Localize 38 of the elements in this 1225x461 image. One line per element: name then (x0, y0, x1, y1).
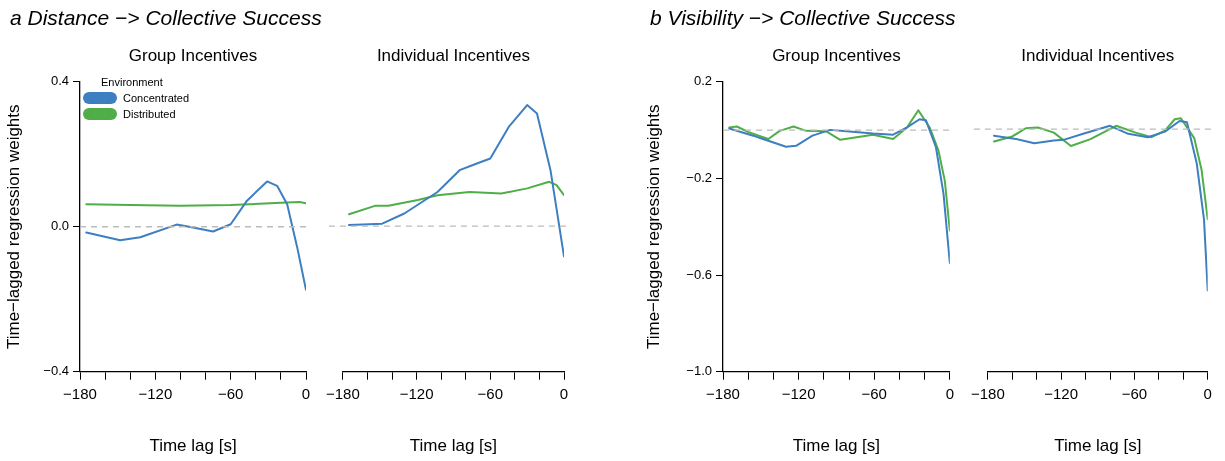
x-axis-title: Time lag [s] (792, 436, 881, 456)
y-tick-label: 0.0 (50, 218, 69, 234)
x-tick-label: 0 (559, 384, 569, 402)
y-tick-label: −1.0 (686, 363, 712, 379)
x-tick-label: −180 (706, 384, 740, 402)
y-tick-label: −0.6 (686, 266, 712, 282)
y-tick-label: −0.2 (686, 170, 712, 186)
chart-title: b Visibility −> Collective Success (650, 6, 956, 30)
x-tick-label: −60 (1121, 384, 1148, 402)
x-axis-title: Time lag [s] (149, 436, 237, 456)
legend-title: Environment (101, 75, 164, 88)
x-tick-label: −60 (477, 384, 504, 402)
y-axis-title: Time−lagged regression weights (643, 104, 663, 350)
x-tick-label: −120 (138, 384, 173, 402)
x-tick-label: −120 (1044, 384, 1079, 402)
y-tick-label: −0.4 (43, 363, 69, 379)
legend-label: Distributed (123, 107, 176, 120)
chart-subtitle: Group Incentives (128, 46, 258, 66)
x-tick-label: 0 (945, 384, 954, 402)
x-tick-label: −180 (325, 384, 360, 402)
x-tick-label: −120 (781, 384, 816, 402)
legend-label: Concentrated (123, 91, 190, 104)
x-tick-label: 0 (1203, 384, 1212, 402)
x-axis-title: Time lag [s] (409, 436, 498, 456)
y-tick-label: 0.4 (50, 73, 69, 89)
x-tick-label: −120 (399, 384, 434, 402)
x-tick-label: −60 (861, 384, 887, 402)
x-tick-label: −180 (63, 384, 97, 402)
chart-subtitle: Individual Incentives (376, 46, 530, 66)
chart-subtitle: Group Incentives (772, 46, 901, 66)
chart-title: a Distance −> Collective Success (10, 6, 322, 30)
x-axis-title: Time lag [s] (1054, 436, 1142, 456)
y-tick-label: 0.2 (693, 73, 712, 89)
x-tick-label: −180 (970, 384, 1005, 402)
x-tick-label: −60 (217, 384, 244, 402)
x-tick-label: 0 (301, 384, 311, 402)
chart-subtitle: Individual Incentives (1021, 46, 1175, 66)
y-axis-title: Time−lagged regression weights (3, 104, 23, 350)
